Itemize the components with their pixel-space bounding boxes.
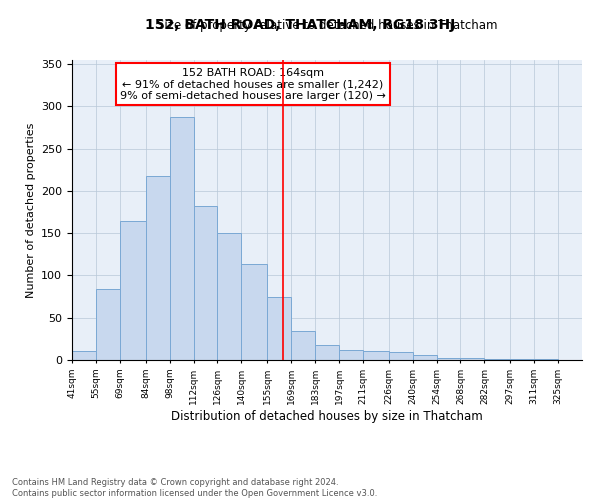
Bar xyxy=(291,332,315,360)
X-axis label: Distribution of detached houses by size in Thatcham: Distribution of detached houses by size … xyxy=(171,410,483,422)
Text: 152, BATH ROAD, THATCHAM, RG18 3HJ: 152, BATH ROAD, THATCHAM, RG18 3HJ xyxy=(145,18,455,32)
Bar xyxy=(194,206,217,360)
Text: Contains HM Land Registry data © Crown copyright and database right 2024.
Contai: Contains HM Land Registry data © Crown c… xyxy=(12,478,377,498)
Bar xyxy=(241,264,267,360)
Bar xyxy=(534,359,558,360)
Bar xyxy=(363,350,389,360)
Bar xyxy=(389,352,413,360)
Bar xyxy=(315,345,339,360)
Title: Size of property relative to detached houses in Thatcham: Size of property relative to detached ho… xyxy=(157,20,497,32)
Bar xyxy=(510,359,534,360)
Bar xyxy=(460,358,484,360)
Bar xyxy=(437,358,460,360)
Bar xyxy=(413,355,437,360)
Bar xyxy=(96,289,120,360)
Bar xyxy=(120,220,146,360)
Bar xyxy=(72,350,96,360)
Bar xyxy=(484,359,510,360)
Text: 152 BATH ROAD: 164sqm
← 91% of detached houses are smaller (1,242)
9% of semi-de: 152 BATH ROAD: 164sqm ← 91% of detached … xyxy=(120,68,386,100)
Bar xyxy=(339,350,363,360)
Bar xyxy=(146,176,170,360)
Y-axis label: Number of detached properties: Number of detached properties xyxy=(26,122,35,298)
Bar xyxy=(267,296,291,360)
Bar xyxy=(170,116,194,360)
Bar xyxy=(217,233,241,360)
